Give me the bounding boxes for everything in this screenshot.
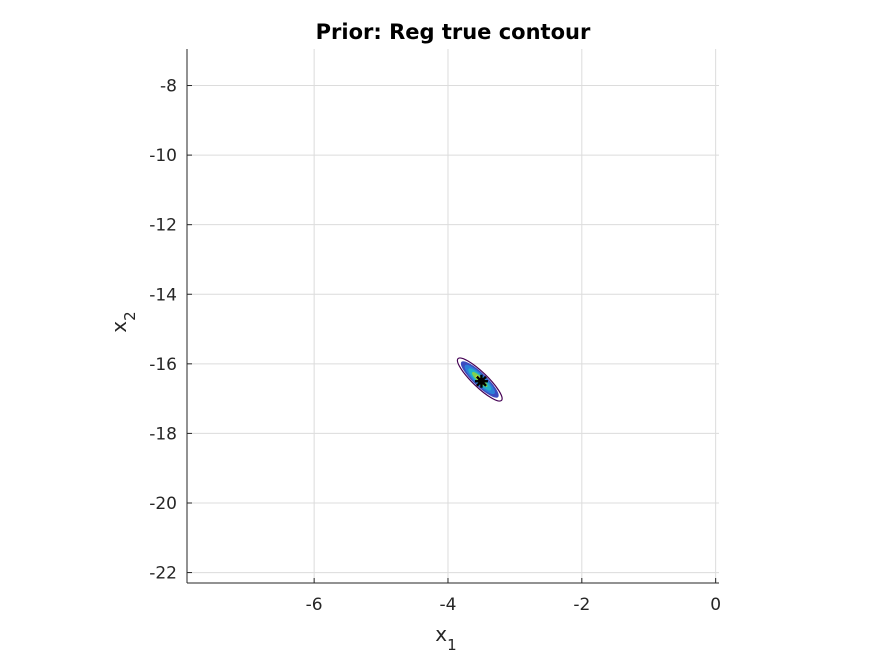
x-tick-label: -4 [440, 595, 457, 615]
marker-layer [474, 374, 488, 388]
x-axis-label: x1 [435, 622, 456, 654]
x-axis-label-subscript: 1 [447, 636, 457, 654]
grid-lines [187, 49, 719, 583]
y-axis-label: x2 [107, 311, 139, 332]
y-tick-label: -20 [149, 494, 177, 514]
y-tick-label: -18 [149, 424, 177, 444]
y-tick-label: -14 [149, 285, 177, 305]
y-axis-ticks: -8 -10 -12 -14 -16 -18 -20 -22 [149, 77, 192, 584]
y-tick-label: -12 [149, 216, 177, 236]
x-tick-label: 0 [710, 595, 721, 615]
x-axis-ticks: -6 -4 -2 0 [306, 578, 721, 615]
y-tick-label: -10 [149, 146, 177, 166]
x-axis-label-base: x [435, 622, 447, 646]
y-axis-label-base: x [107, 321, 131, 333]
y-tick-label: -8 [160, 77, 177, 97]
chart-title: Prior: Reg true contour [316, 20, 591, 44]
y-axis-label-subscript: 2 [121, 311, 139, 321]
marker-star-center [477, 377, 485, 385]
x-tick-label: -6 [306, 595, 323, 615]
y-tick-label: -22 [149, 564, 177, 584]
axes [186, 49, 719, 584]
y-tick-label: -16 [149, 355, 177, 375]
x-tick-label: -2 [573, 595, 590, 615]
